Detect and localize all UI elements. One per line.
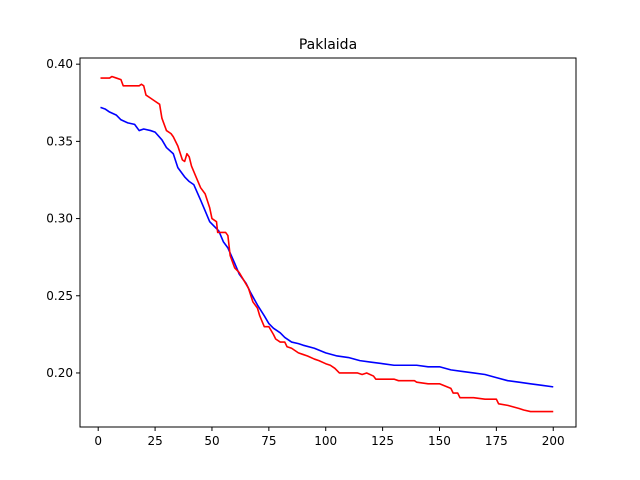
y-axis: 0.20 0.25 0.30 0.35 0.40: [46, 57, 80, 380]
series-line-2: [100, 75, 554, 413]
chart-title: Paklaida: [299, 37, 357, 53]
y-tick-label: 0.35: [46, 134, 73, 148]
plot-area: [100, 75, 554, 413]
x-tick-label: 100: [314, 434, 337, 448]
y-tick-label: 0.25: [46, 289, 73, 303]
x-tick-label: 200: [542, 434, 565, 448]
x-tick-label: 175: [485, 434, 508, 448]
series-line-1: [100, 106, 554, 388]
x-tick-label: 0: [94, 434, 102, 448]
x-tick-label: 25: [147, 434, 162, 448]
x-tick-label: 75: [261, 434, 276, 448]
axes-frame: [79, 57, 577, 428]
y-tick-label: 0.30: [46, 212, 73, 226]
y-tick-label: 0.20: [46, 366, 73, 380]
y-tick-label: 0.40: [46, 57, 73, 71]
x-tick-label: 50: [204, 434, 219, 448]
x-tick-label: 125: [371, 434, 394, 448]
x-axis: 0 25 50 75 100 125 150 175 200: [94, 427, 565, 448]
x-tick-label: 150: [428, 434, 451, 448]
